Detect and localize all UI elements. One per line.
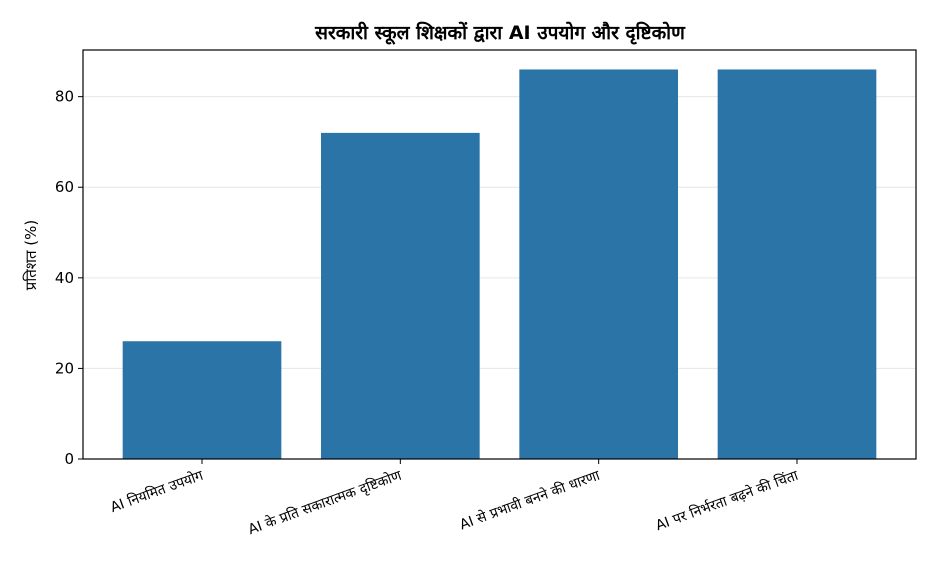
x-ticks: AI नियमित उपयोग AI के प्रति सकारात्मक दृष… (108, 459, 801, 538)
x-tick-label: AI के प्रति सकारात्मक दृष्टिकोण (246, 466, 405, 538)
y-tick-label: 40 (55, 269, 74, 287)
x-tick-label: AI से प्रभावी बनने की धारणा (457, 467, 602, 534)
plot-frame (82, 49, 917, 460)
chart-title: सरकारी स्कूल शिक्षकों द्वारा AI उपयोग और… (314, 21, 686, 45)
y-tick-label: 0 (64, 450, 74, 468)
y-tick-label: 20 (55, 359, 74, 377)
y-ticks: 0 20 40 60 80 (55, 88, 83, 468)
axes-layer (82, 49, 917, 460)
x-tick-label: AI नियमित उपयोग (108, 466, 206, 516)
x-tick-label: AI पर निर्भरता बढ़ने की चिंता (653, 467, 800, 535)
bar (122, 341, 282, 459)
bar (717, 69, 877, 459)
bar (519, 69, 678, 459)
bar (321, 132, 480, 460)
bars-layer (122, 69, 877, 460)
y-axis-label: प्रतिशत (%) (22, 220, 40, 290)
y-tick-label: 60 (55, 178, 74, 196)
y-tick-label: 80 (55, 88, 74, 106)
